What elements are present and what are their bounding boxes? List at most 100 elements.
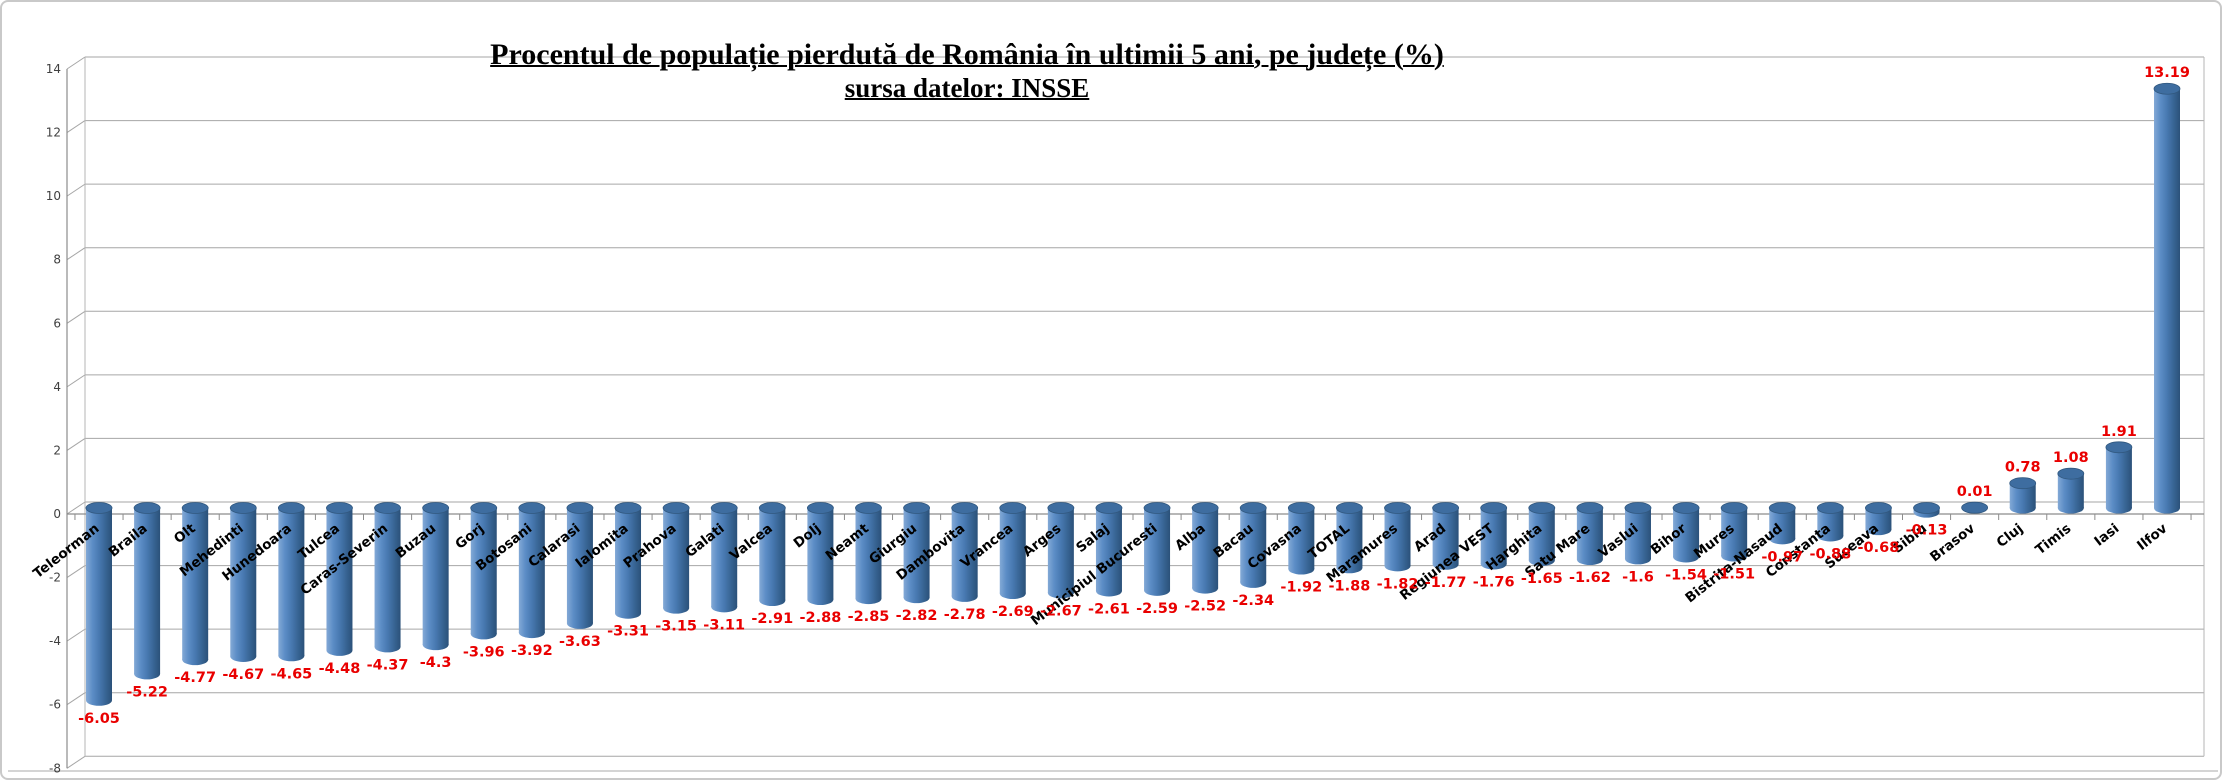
category-label: Cluj [1994, 521, 2027, 551]
value-label: -1.88 [1329, 578, 1371, 594]
value-label: -3.31 [607, 624, 649, 640]
gridline-elbow [66, 56, 86, 70]
value-label: -2.34 [1232, 593, 1274, 609]
value-label: -2.78 [944, 607, 986, 623]
value-label: -3.11 [703, 617, 745, 633]
value-label: -3.92 [511, 643, 553, 659]
bar-tulcea [326, 502, 353, 656]
gridline-elbow [66, 565, 86, 578]
gridline-elbow [66, 628, 86, 642]
gridline-elbow [66, 183, 86, 197]
y-axis-label: 4 [53, 380, 61, 394]
bar-neamt [855, 502, 882, 605]
bar-sibiu [1913, 502, 1940, 518]
category-label: Timis [2032, 521, 2074, 559]
bar-mehedinti [229, 502, 257, 662]
bar-prahova [662, 502, 690, 614]
value-label: -2.52 [1184, 599, 1226, 615]
bars [85, 82, 2181, 706]
bar-mures [1720, 502, 1748, 562]
gridline-elbow [66, 501, 86, 515]
y-axis-label: 12 [46, 126, 61, 140]
gridline-elbow [66, 310, 86, 324]
bar-regiunea-vest [1480, 502, 1508, 570]
gridlines: -8 -6 -4 -2 0 2 4 6 8 10 12 14 [46, 56, 2204, 775]
value-label: 13.19 [2144, 65, 2190, 81]
value-label: -1.92 [1280, 580, 1322, 596]
bar-giurgiu [903, 502, 930, 604]
bar-timis [2057, 467, 2085, 514]
bar-salaj [1095, 502, 1123, 597]
gridline-elbow [66, 120, 86, 133]
bar-galati [710, 502, 738, 613]
bar-dambovita [951, 502, 979, 602]
bar-bistrita-nasaud [1768, 502, 1796, 545]
bar-ilfov [2153, 82, 2181, 514]
value-label: -1.6 [1622, 569, 1654, 585]
value-label: -4.77 [174, 670, 216, 686]
value-label: 1.08 [2053, 450, 2089, 466]
bar-brasov [1961, 501, 1989, 514]
bar-maramures [1384, 502, 1411, 572]
bar-caras-severin [374, 502, 401, 653]
value-label: -2.82 [896, 608, 938, 624]
gridline-elbow [66, 374, 86, 388]
value-label: -0.68 [1858, 540, 1900, 556]
value-label: -4.37 [367, 657, 409, 673]
bar-constanta [1816, 502, 1844, 542]
bar-arges [1047, 502, 1075, 599]
value-label: -2.67 [1040, 603, 1082, 619]
y-axis-label: 0 [53, 507, 61, 521]
value-label: -3.15 [655, 619, 697, 635]
value-label: -2.61 [1088, 601, 1130, 617]
bar-gorj [470, 502, 498, 640]
gridline-elbow [66, 247, 86, 261]
y-axis-label: -2 [49, 571, 61, 585]
bar-botosani [518, 502, 546, 639]
value-label: 1.91 [2101, 424, 2137, 440]
bar-bacau [1239, 502, 1267, 588]
bar-harghita [1528, 502, 1556, 566]
category-label: Ilfov [2134, 520, 2170, 553]
value-label: -1.82 [1377, 576, 1419, 592]
value-label: -1.77 [1425, 575, 1467, 591]
value-label: -3.63 [559, 634, 601, 650]
bar-dolj [806, 502, 834, 606]
y-axis-label: 14 [46, 62, 61, 76]
bar-municipiul-bucuresti [1143, 502, 1171, 596]
gridline-elbow [66, 438, 86, 451]
bar-vaslui [1624, 502, 1652, 565]
bar-cluj [2009, 477, 2037, 514]
value-label: -2.91 [751, 611, 793, 627]
gridline-elbow [66, 755, 86, 769]
bar-vrancea [999, 502, 1027, 600]
bar-braila [133, 502, 161, 680]
category-axis-ticks [74, 514, 2192, 520]
value-label: -0.97 [1761, 549, 1803, 565]
bar-iasi [2105, 441, 2133, 514]
bar-valcea [758, 502, 786, 606]
value-label: -3.96 [463, 644, 505, 660]
bar-hunedoara [277, 502, 305, 662]
y-axis-label: 8 [53, 253, 61, 267]
value-label: 0.78 [2005, 460, 2041, 476]
value-label: -0.13 [1906, 523, 1948, 539]
value-label: -1.54 [1665, 567, 1707, 583]
bar-ialomita [614, 502, 642, 619]
bar-suceava [1865, 502, 1892, 536]
bar-satu-mare [1576, 502, 1604, 565]
value-label: -2.59 [1136, 601, 1178, 617]
value-label: -4.65 [270, 666, 312, 682]
bar-covasna [1287, 502, 1315, 575]
bar-olt [181, 502, 209, 666]
bar-arad [1432, 502, 1460, 570]
value-label: -2.85 [848, 609, 890, 625]
value-label: -1.51 [1713, 566, 1755, 582]
bar-teleorman [85, 502, 113, 706]
y-axis-label: 2 [53, 443, 61, 457]
y-axis-label: 10 [46, 189, 61, 203]
category-label: Iasi [2091, 521, 2122, 550]
y-axis-label: -4 [49, 634, 61, 648]
